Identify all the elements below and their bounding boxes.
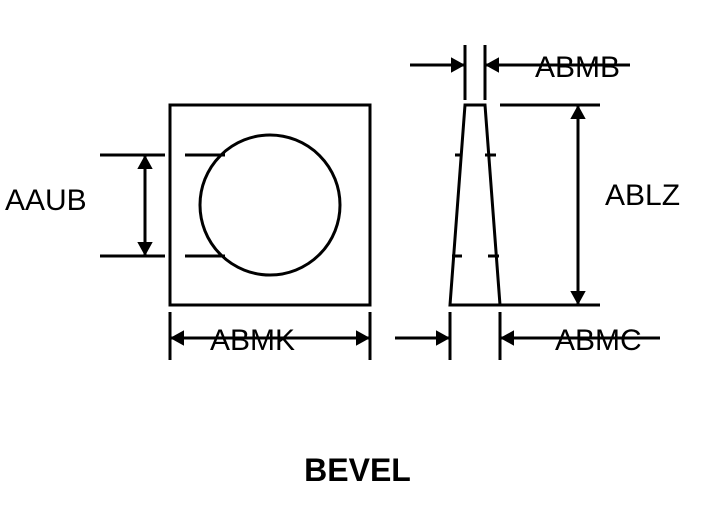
svg-text:ABLZ: ABLZ <box>605 179 680 212</box>
bevel-diagram: AAUB ABMK ABMB ABLZ ABMC <box>0 0 715 522</box>
svg-text:ABMC: ABMC <box>555 324 642 357</box>
svg-text:ABMK: ABMK <box>210 324 295 357</box>
diagram-title: BEVEL <box>0 452 715 489</box>
svg-text:AAUB: AAUB <box>5 184 87 217</box>
svg-text:ABMB: ABMB <box>535 51 620 84</box>
